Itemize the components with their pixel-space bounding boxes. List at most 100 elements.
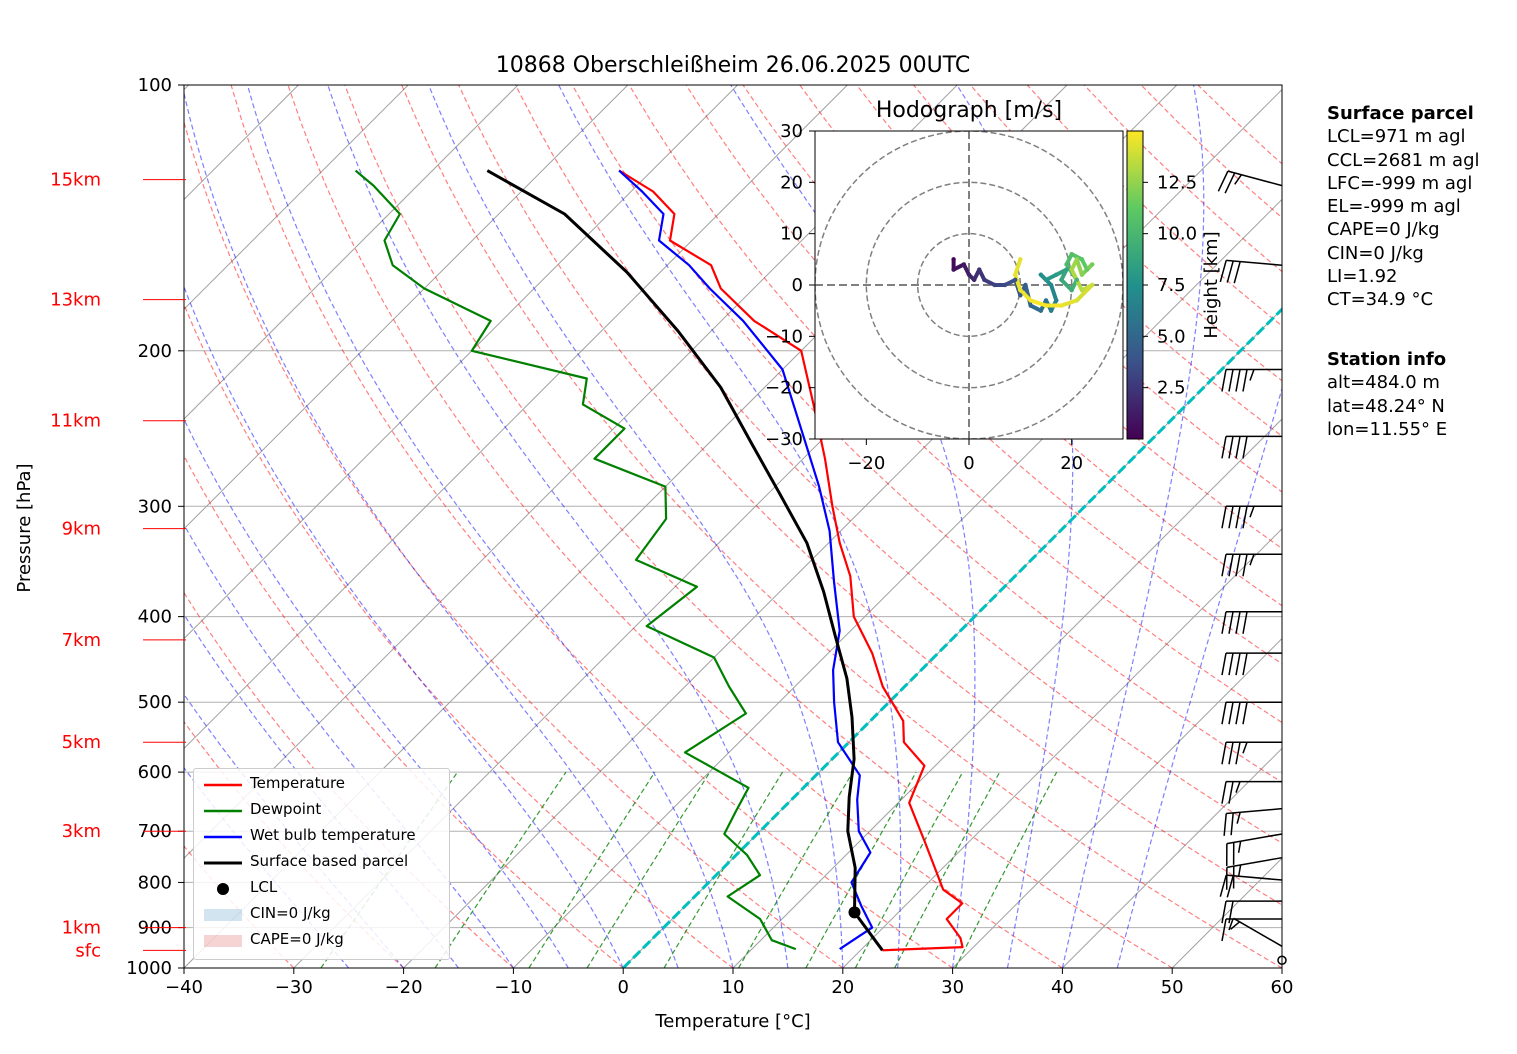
height-label: 3km — [62, 821, 101, 842]
hodograph-point — [992, 282, 997, 288]
wind-barb — [1221, 368, 1282, 392]
barb-feather — [1228, 742, 1234, 765]
dry-adiabat — [401, 85, 1282, 968]
barb-shaft — [1233, 917, 1283, 947]
station-info: Station info alt=484.0 m lat=48.24° N lo… — [1327, 348, 1447, 441]
moist-adiabat — [327, 85, 789, 968]
hodograph-point — [1074, 257, 1080, 262]
barb-feather — [1219, 260, 1227, 283]
hodograph-segment — [1059, 277, 1074, 293]
barb-feather — [1236, 812, 1241, 824]
hodograph-colorbar — [1126, 130, 1144, 440]
barb-shaft — [1226, 833, 1283, 845]
barb-feather — [1228, 702, 1234, 725]
x-tick-label: 60 — [1271, 977, 1294, 998]
dry-adiabat — [514, 85, 1282, 844]
wind-barb — [1221, 741, 1282, 765]
hodograph-title: Hodograph [m/s] — [876, 98, 1062, 123]
hodograph-point — [1043, 277, 1049, 283]
colorbar-tick-label: 2.5 — [1157, 378, 1186, 399]
dry-adiabat — [230, 85, 953, 968]
chart-legend: Temperature Dewpoint Wet bulb temperatur… — [193, 768, 450, 960]
barb-shaft — [1226, 874, 1283, 881]
temperature-line — [618, 169, 964, 952]
barb-feather — [1242, 554, 1248, 577]
barb-feather — [1224, 172, 1236, 194]
barb-feather — [1219, 874, 1227, 897]
legend-item-lcl: LCL — [194, 877, 449, 901]
x-tick-label: 20 — [831, 977, 854, 998]
y-tick-label: 500 — [138, 692, 172, 713]
hodograph-segment — [1028, 298, 1048, 308]
mixing-ratio-line — [528, 771, 656, 968]
barb-feather — [1221, 781, 1227, 804]
wind-barb — [1221, 701, 1282, 725]
isotherm-line — [184, 85, 519, 420]
chart-axes: −40 −30 −20 −10 0 10 20 30 40 50 60100200300400500… — [50, 75, 1293, 998]
hodograph-point — [1079, 257, 1085, 262]
wind-barb — [1221, 900, 1282, 924]
height-label: 13km — [50, 290, 101, 311]
hodograph-point — [1013, 277, 1018, 283]
hodograph-point — [961, 262, 967, 267]
hodograph-point — [1069, 287, 1074, 293]
wind-barb — [1225, 833, 1283, 867]
parcel-ct: CT=34.9 °C — [1327, 289, 1434, 311]
colorbar-tick-label: 10.0 — [1157, 224, 1197, 245]
hodograph-point — [1079, 272, 1085, 277]
barb-feather — [1242, 611, 1248, 634]
x-tick-label: 40 — [1051, 977, 1074, 998]
barb-feather — [1237, 841, 1242, 853]
barb-feather — [1234, 174, 1243, 185]
legend-label: Temperature — [250, 774, 346, 792]
mixing-ratio-line — [434, 771, 567, 968]
x-tick-label: −10 — [494, 977, 532, 998]
legend-item-temperature: Temperature — [194, 773, 449, 797]
surface-parcel-heading: Surface parcel — [1327, 103, 1474, 124]
hodograph-point — [1013, 272, 1018, 277]
chart-series — [354, 169, 964, 952]
dry-adiabat — [571, 85, 1282, 784]
hodograph-point — [1084, 267, 1090, 272]
moist-adiabat — [558, 85, 902, 968]
barb-feather — [1235, 653, 1241, 676]
barb-feather — [1235, 781, 1241, 793]
wind-barb — [1221, 652, 1282, 676]
barb-feather — [1249, 554, 1255, 566]
chart-title: 10868 Oberschleißheim 26.06.2025 00UTC — [496, 53, 971, 78]
barb-feather — [1221, 742, 1227, 765]
y-tick-label: 600 — [138, 762, 172, 783]
hodograph-point — [1064, 262, 1069, 267]
hodograph-point — [1018, 257, 1023, 262]
isotherm-line — [952, 637, 1282, 968]
barb-shaft — [1226, 856, 1283, 869]
hodo-y-tick-label: 0 — [792, 275, 803, 296]
hodograph-background — [815, 131, 1123, 439]
wind-barb — [1221, 505, 1282, 529]
mixing-ratio-line — [854, 771, 964, 968]
barb-shaft — [1226, 807, 1283, 815]
legend-label: LCL — [250, 878, 278, 896]
hodograph-segment — [1074, 283, 1095, 303]
surface-parcel-info: Surface parcel LCL=971 m agl CCL=2681 m … — [1327, 102, 1480, 312]
hodograph-point — [1002, 282, 1008, 288]
hodo-y-tick-label: −10 — [765, 326, 803, 347]
hodograph-point — [971, 277, 977, 283]
mixing-ratio-line — [738, 771, 854, 968]
barb-feather — [1228, 611, 1234, 634]
parcel-line — [486, 169, 884, 952]
dry-adiabat — [184, 302, 734, 968]
wind-barb — [1230, 917, 1283, 947]
hodograph-segment — [1059, 298, 1079, 308]
height-label: 5km — [62, 732, 101, 753]
hodograph-point — [1090, 282, 1095, 288]
height-label: 7km — [62, 630, 101, 651]
hodograph-point — [1059, 303, 1064, 308]
legend-item-cin: CIN=0 J/kg — [194, 903, 449, 927]
barb-feather — [1228, 918, 1234, 931]
legend-label: CAPE=0 J/kg — [250, 930, 344, 948]
colorbar-tick-label: 12.5 — [1157, 172, 1197, 193]
hodograph-segment — [1013, 257, 1023, 277]
wind-barb — [1221, 553, 1282, 577]
hodograph-point — [951, 267, 956, 272]
